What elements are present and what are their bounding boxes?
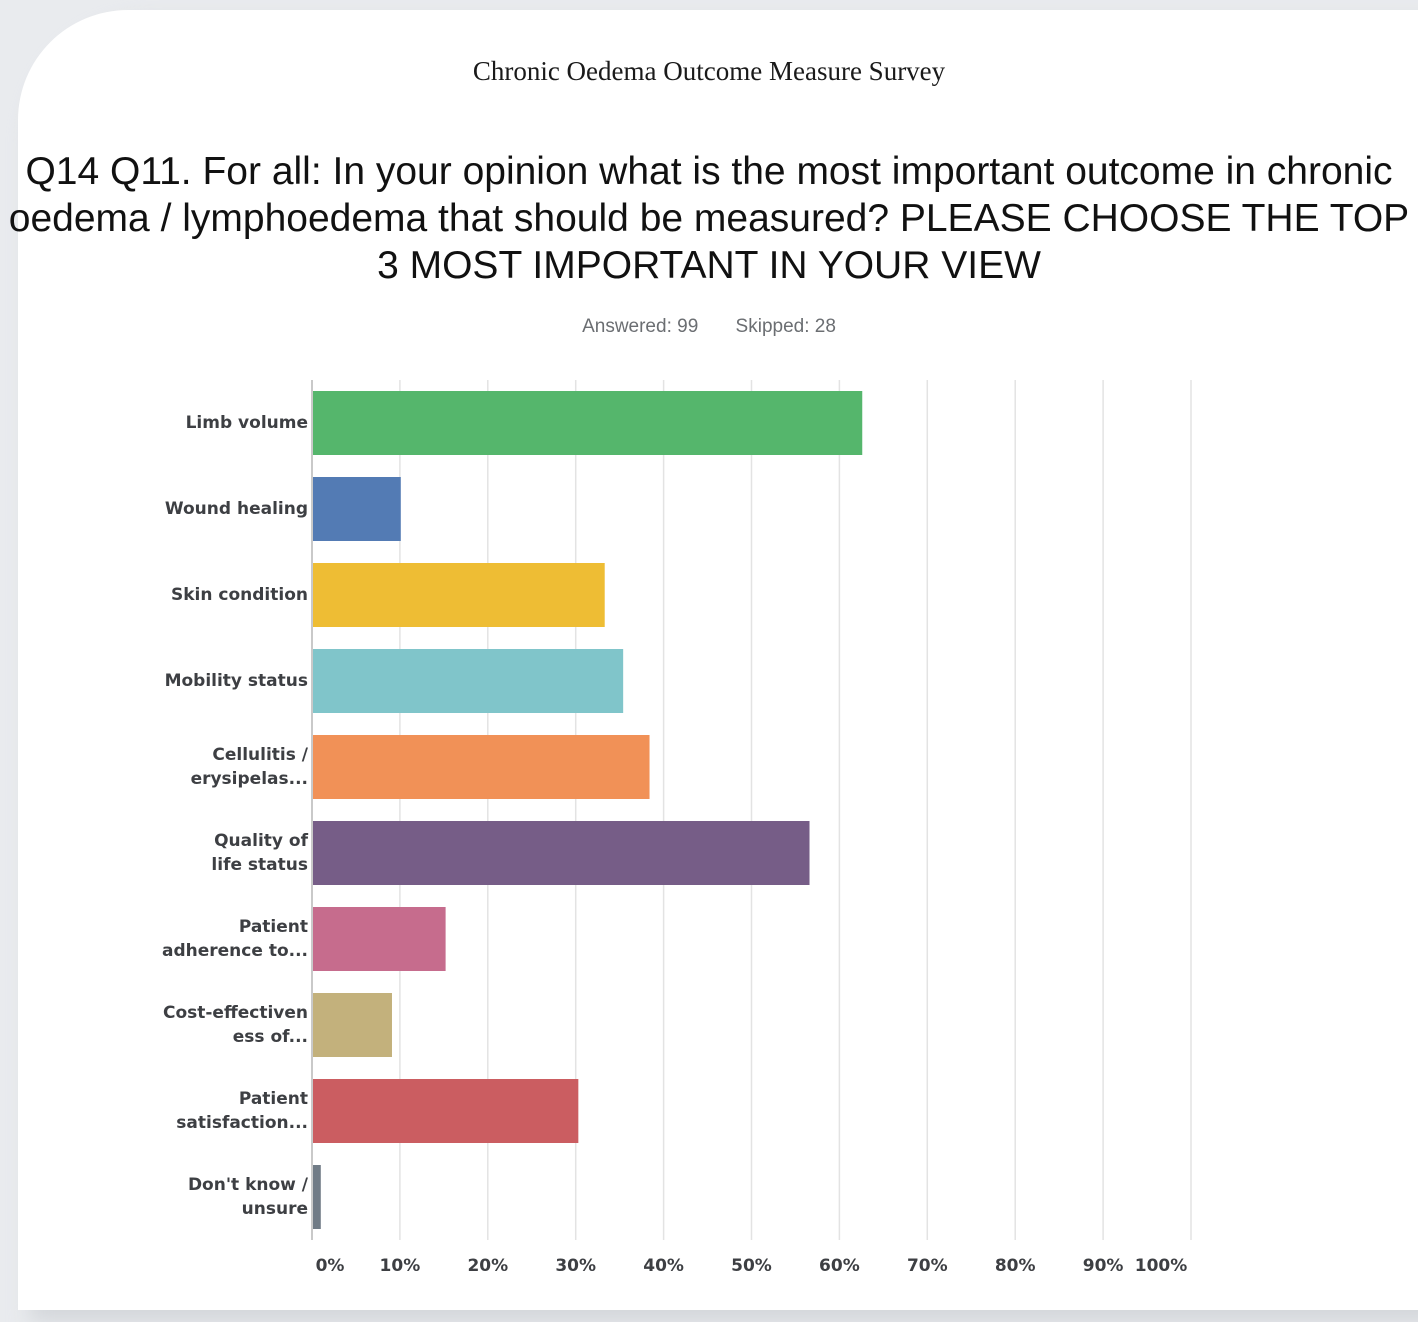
bar bbox=[313, 735, 650, 799]
x-tick-label: 50% bbox=[731, 1256, 772, 1276]
answered-count: Answered: 99 bbox=[582, 316, 699, 337]
x-tick-label: 20% bbox=[467, 1256, 509, 1276]
x-tick-label: 90% bbox=[1082, 1256, 1124, 1276]
category-label: Patient satisfaction... bbox=[176, 1089, 308, 1133]
skipped-count: Skipped: 28 bbox=[735, 316, 836, 337]
x-tick-label: 40% bbox=[643, 1256, 684, 1276]
bar bbox=[313, 993, 392, 1057]
bar bbox=[313, 563, 605, 627]
bar bbox=[313, 649, 624, 713]
bar bbox=[313, 1165, 321, 1229]
x-tick-label: 10% bbox=[379, 1256, 421, 1276]
category-label: Wound healing bbox=[164, 499, 308, 519]
category-label: Limb volume bbox=[185, 413, 308, 433]
x-tick-label: 80% bbox=[994, 1256, 1036, 1276]
x-tick-label: 60% bbox=[819, 1256, 860, 1276]
bar-chart bbox=[311, 380, 1192, 1240]
category-label: Cost-effectiven ess of... bbox=[162, 1003, 308, 1047]
category-label: Quality of life status bbox=[211, 831, 308, 875]
x-tick-label: 70% bbox=[906, 1256, 948, 1276]
x-tick-label: 30% bbox=[555, 1256, 597, 1276]
bar bbox=[313, 391, 863, 455]
category-label: Cellulitis / erysipelas... bbox=[190, 745, 308, 789]
page-sheet bbox=[18, 10, 1418, 1310]
question-text: Q14 Q11. For all: In your opinion what i… bbox=[8, 150, 1410, 287]
category-label: Mobility status bbox=[164, 671, 308, 691]
bar bbox=[313, 477, 401, 541]
bar bbox=[313, 907, 446, 971]
bar bbox=[313, 821, 810, 885]
x-tick-label: 0% bbox=[315, 1256, 345, 1276]
survey-title: Chronic Oedema Outcome Measure Survey bbox=[472, 56, 946, 86]
category-label: Patient adherence to... bbox=[162, 917, 308, 961]
bar bbox=[313, 1079, 579, 1143]
category-label: Don't know / unsure bbox=[187, 1175, 308, 1219]
x-tick-label: 100% bbox=[1134, 1256, 1188, 1276]
response-stats: Answered: 99 Skipped: 28 bbox=[0, 316, 1418, 338]
category-label: Skin condition bbox=[171, 585, 308, 605]
